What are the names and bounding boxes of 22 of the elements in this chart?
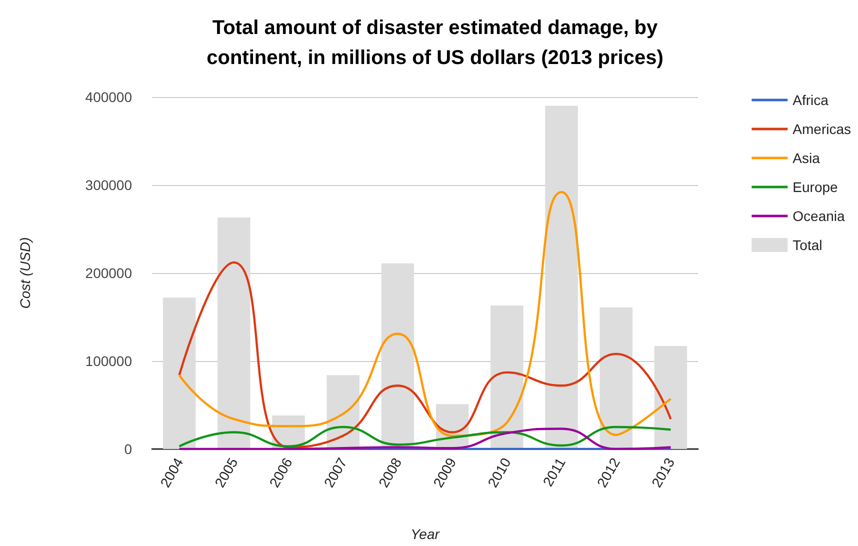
legend-label: Asia (792, 150, 820, 166)
bar (162, 298, 196, 449)
y-tick-label: 200000 (85, 265, 132, 281)
bar (600, 307, 632, 449)
bar (490, 306, 524, 449)
bar (218, 218, 250, 449)
legend-label: Africa (792, 92, 829, 108)
y-tick-label: 0 (124, 441, 132, 457)
line-series (178, 261, 672, 448)
x-axis-title: Year (410, 526, 441, 542)
y-tick-label: 300000 (85, 177, 132, 193)
legend-label: Americas (792, 121, 852, 137)
bar (654, 346, 688, 449)
legend-label: Europe (792, 179, 838, 195)
legend-label: Total (792, 237, 822, 253)
bar (545, 106, 578, 449)
legend-label: Oceania (792, 208, 846, 224)
line-series (178, 190, 672, 437)
y-tick-label: 400000 (85, 89, 132, 105)
chart-title: Total amount of disaster estimated damage, by continent, in millions of US dollars (2013 prices) (206, 17, 664, 69)
y-axis-title: Cost (USD) (17, 237, 33, 309)
y-tick-label: 100000 (85, 353, 132, 369)
